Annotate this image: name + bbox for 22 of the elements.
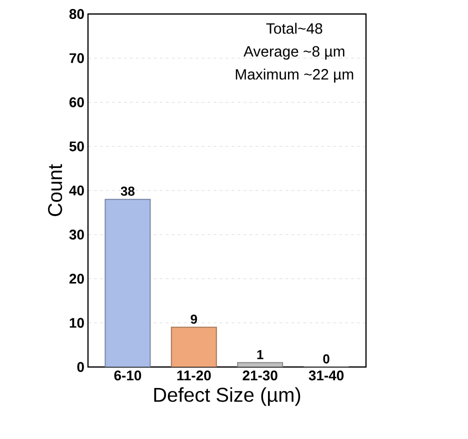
annotation: Total~48 xyxy=(266,22,322,34)
y-tick-label: 20 xyxy=(69,274,84,284)
data-label: 0 xyxy=(323,354,330,364)
y-axis-title: Count xyxy=(48,164,62,216)
annotation: Maximum ~22 µm xyxy=(236,68,354,83)
x-tick-label: 31-40 xyxy=(308,370,344,380)
y-tick-label: 60 xyxy=(69,97,84,108)
y-tick-label: 10 xyxy=(70,318,84,328)
y-tick-label: 50 xyxy=(69,141,84,152)
y-tick-label: 0 xyxy=(77,362,84,372)
data-label: 38 xyxy=(120,186,135,196)
x-tick-label: 11-20 xyxy=(177,370,211,380)
y-tick-label: 70 xyxy=(70,53,84,64)
x-axis-title: Defect Size (µm) xyxy=(154,387,300,406)
y-tick-label: 80 xyxy=(69,9,84,19)
data-label: 1 xyxy=(257,350,264,360)
y-tick-label: 30 xyxy=(69,230,84,240)
y-tick-label: 40 xyxy=(69,186,84,196)
x-tick-label: 6-10 xyxy=(114,370,142,380)
data-label: 9 xyxy=(190,314,198,324)
x-tick-label: 21-30 xyxy=(242,370,278,380)
annotation: Average ~8 µm xyxy=(244,46,344,60)
